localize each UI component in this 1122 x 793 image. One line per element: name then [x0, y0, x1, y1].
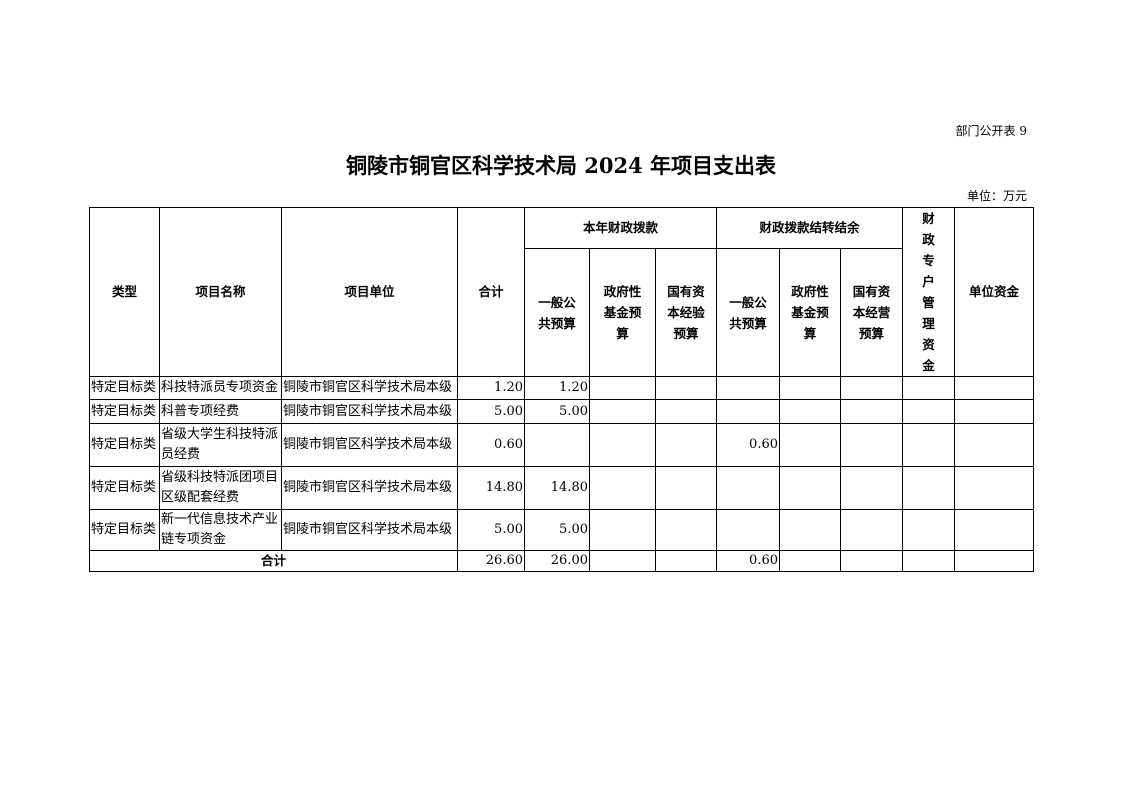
cell-name: 科技特派员专项资金: [159, 376, 282, 400]
cell-empty: [655, 423, 717, 467]
header-special: 财政专户管理资金: [902, 207, 955, 377]
cell-empty: [954, 376, 1034, 400]
page-title: 铜陵市铜官区科学技术局 2024 年项目支出表: [345, 153, 777, 178]
cell-type: 特定目标类: [89, 399, 160, 424]
cell-empty: [779, 466, 841, 510]
cell-total: 0.60: [457, 423, 525, 467]
cell-empty: [779, 376, 841, 400]
cell-empty: [902, 399, 955, 424]
cell-type: 特定目标类: [89, 466, 160, 510]
cell-empty: [954, 423, 1034, 467]
cell-empty: [902, 550, 955, 572]
cell-cur-general: 5.00: [524, 399, 590, 424]
table-row: 特定目标类 科普专项经费 铜陵市铜官区科学技术局本级 5.00 5.00: [89, 399, 1034, 424]
cell-name: 省级大学生科技特派员经费: [159, 423, 282, 467]
cell-empty: [589, 376, 656, 400]
cell-org: 铜陵市铜官区科学技术局本级: [281, 509, 458, 551]
unit-label: 单位：万元: [966, 189, 1027, 203]
cell-empty: [655, 550, 717, 572]
cell-empty: [779, 399, 841, 424]
cell-empty: [840, 550, 903, 572]
cell-name: 新一代信息技术产业链专项资金: [159, 509, 282, 551]
sum-total: 26.60: [457, 550, 525, 572]
expenditure-table: 类型 项目名称 项目单位 合计 本年财政拨款 财政拨款结转结余 财政专户管理资金…: [89, 206, 1034, 572]
cell-cur-general: 14.80: [524, 466, 590, 510]
header-cur-fund: 政府性基金预算: [589, 248, 656, 377]
header-cur-general: 一般公共预算: [524, 248, 590, 377]
cell-empty: [589, 423, 656, 467]
header-co-state: 国有资本经营预算: [840, 248, 903, 377]
cell-empty: [589, 509, 656, 551]
cell-empty: [655, 466, 717, 510]
form-number: 部门公开表 9: [955, 124, 1027, 138]
sum-row: 合计 26.60 26.00 0.60: [89, 550, 1034, 572]
cell-name: 省级科技特派团项目区级配套经费: [159, 466, 282, 510]
cell-org: 铜陵市铜官区科学技术局本级: [281, 423, 458, 467]
cell-empty: [840, 423, 903, 467]
sum-co-general: 0.60: [716, 550, 780, 572]
cell-co-general: 0.60: [716, 423, 780, 467]
cell-org: 铜陵市铜官区科学技术局本级: [281, 399, 458, 424]
cell-empty: [779, 550, 841, 572]
cell-total: 14.80: [457, 466, 525, 510]
cell-empty: [840, 376, 903, 400]
cell-empty: [954, 399, 1034, 424]
header-co-general: 一般公共预算: [716, 248, 780, 377]
header-cur-state: 国有资本经验预算: [655, 248, 717, 377]
cell-total: 5.00: [457, 509, 525, 551]
cell-co-general: [716, 466, 780, 510]
cell-org: 铜陵市铜官区科学技术局本级: [281, 466, 458, 510]
header-current: 本年财政拨款: [524, 206, 717, 250]
cell-empty: [779, 509, 841, 551]
sum-cur-general: 26.00: [524, 550, 590, 572]
table-row: 特定目标类 科技特派员专项资金 铜陵市铜官区科学技术局本级 1.20 1.20: [89, 376, 1034, 400]
subheader-row: 一般公共预算 政府性基金预算 国有资本经验预算 一般公共预算 政府性基金预算 国…: [90, 248, 1034, 377]
cell-empty: [840, 466, 903, 510]
header-co-fund: 政府性基金预算: [779, 248, 841, 377]
header-carryover: 财政拨款结转结余: [716, 206, 903, 250]
cell-empty: [954, 466, 1034, 510]
cell-type: 特定目标类: [89, 376, 160, 400]
cell-empty: [840, 509, 903, 551]
header-row: 类型 项目名称 项目单位 合计 本年财政拨款 财政拨款结转结余 财政专户管理资金…: [89, 206, 1034, 377]
sum-label: 合计: [89, 550, 458, 572]
cell-empty: [902, 509, 955, 551]
cell-name: 科普专项经费: [159, 399, 282, 424]
cell-empty: [655, 399, 717, 424]
table-row: 特定目标类 新一代信息技术产业链专项资金 铜陵市铜官区科学技术局本级 5.00 5.00: [89, 509, 1034, 551]
header-name: 项目名称: [159, 207, 282, 377]
cell-empty: [779, 423, 841, 467]
table-row: 特定目标类 省级大学生科技特派员经费 铜陵市铜官区科学技术局本级 0.60 0.60: [89, 423, 1034, 467]
cell-type: 特定目标类: [89, 509, 160, 551]
cell-cur-general: [524, 423, 590, 467]
cell-empty: [589, 399, 656, 424]
cell-empty: [589, 550, 656, 572]
cell-empty: [902, 466, 955, 510]
header-type: 类型: [89, 207, 160, 377]
cell-empty: [655, 376, 717, 400]
cell-total: 5.00: [457, 399, 525, 424]
header-total: 合计: [457, 207, 525, 377]
cell-co-general: [716, 376, 780, 400]
cell-co-general: [716, 399, 780, 424]
table-row: 特定目标类 省级科技特派团项目区级配套经费 铜陵市铜官区科学技术局本级 14.80 14…: [89, 466, 1034, 510]
cell-empty: [589, 466, 656, 510]
cell-empty: [902, 423, 955, 467]
cell-empty: [902, 376, 955, 400]
cell-empty: [954, 550, 1034, 572]
header-org: 项目单位: [281, 207, 458, 377]
cell-co-general: [716, 509, 780, 551]
cell-cur-general: 5.00: [524, 509, 590, 551]
header-own: 单位资金: [954, 207, 1034, 377]
cell-type: 特定目标类: [89, 423, 160, 467]
cell-total: 1.20: [457, 376, 525, 400]
cell-cur-general: 1.20: [524, 376, 590, 400]
cell-empty: [954, 509, 1034, 551]
cell-empty: [655, 509, 717, 551]
cell-org: 铜陵市铜官区科学技术局本级: [281, 376, 458, 400]
cell-empty: [840, 399, 903, 424]
